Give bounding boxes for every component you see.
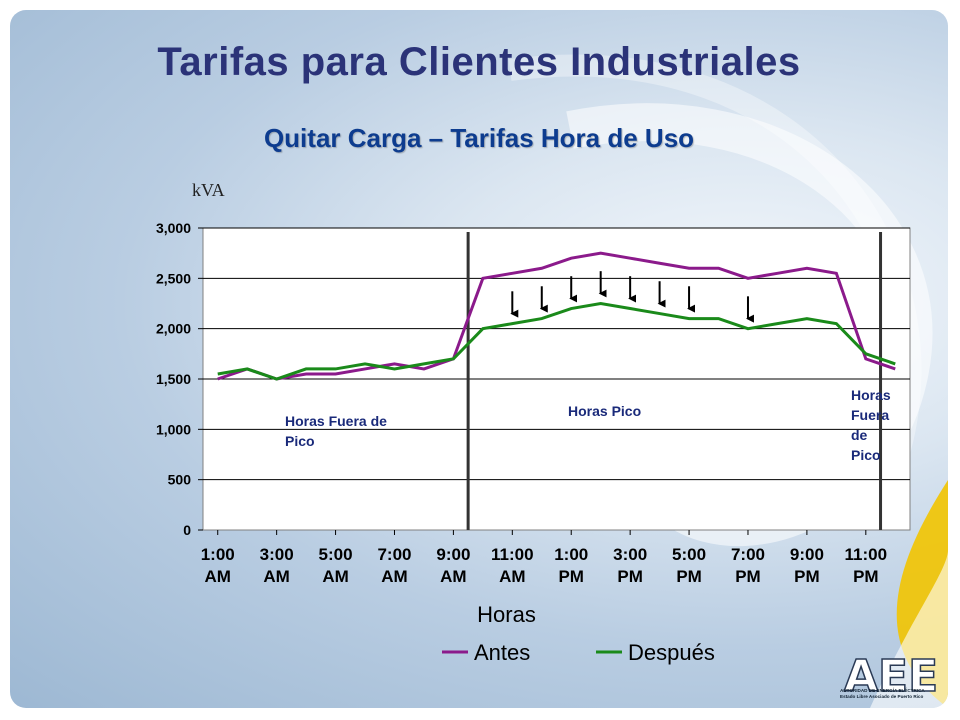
y-tick-label: 500 [168,472,192,488]
x-tick-label: 7:00 AM [377,545,411,586]
aee-logo-line2: Estado Libre Asociado de Puerto Rico [840,694,924,699]
x-tick-label: 5:00 PM [672,545,706,586]
period-label: Horas Fuera de Pico [285,413,387,449]
slide-title: Tarifas para Clientes Industriales [157,40,801,84]
y-tick-label: 0 [183,522,191,538]
aee-logo-caption: AUTORIDAD DE ENERGÍA ELÉCTRICA Estado Li… [840,688,946,700]
legend-label: Después [628,640,715,665]
x-tick-label: 11:00 AM [491,545,534,586]
period-label: Horas Fuera de Pico [851,387,891,463]
x-tick-label: 11:00 PM [845,545,888,586]
y-tick-label: 1,000 [156,421,191,437]
series-line-antes [217,251,896,381]
aee-logo-line1: AUTORIDAD DE ENERGÍA ELÉCTRICA [840,688,925,693]
y-tick-label: 1,500 [156,371,191,387]
slide-background: Tarifas para Clientes Industriales Quita… [10,10,948,708]
y-tick-label: 2,000 [156,321,191,337]
x-tick-label: 7:00 PM [731,545,765,586]
legend-label: Antes [474,640,530,665]
aee-logo: AEE [843,650,939,703]
x-tick-label: 3:00 AM [260,545,294,586]
x-tick-label: 9:00 AM [436,545,470,586]
x-axis-title: Horas [477,602,536,627]
x-tick-label: 5:00 AM [319,545,353,586]
chart-subtitle: Quitar Carga – Tarifas Hora de Uso [263,123,695,153]
x-tick-label: 1:00 PM [554,545,588,586]
x-tick-label: 9:00 PM [790,545,824,586]
y-tick-label: 3,000 [156,220,191,236]
load-chart: 0 500 1,000 1,500 2,000 2,500 3,000 1:00 AM 3:00 A… [156,220,911,665]
series-line-despues [217,301,896,381]
period-label: Horas Pico [568,403,641,419]
y-tick-label: 2,500 [156,270,191,286]
unit-label: kVA [192,180,225,200]
x-tick-label: 1:00 AM [201,545,235,586]
x-tick-label: 3:00 PM [613,545,647,586]
svg-text:AEE: AEE [844,651,938,702]
